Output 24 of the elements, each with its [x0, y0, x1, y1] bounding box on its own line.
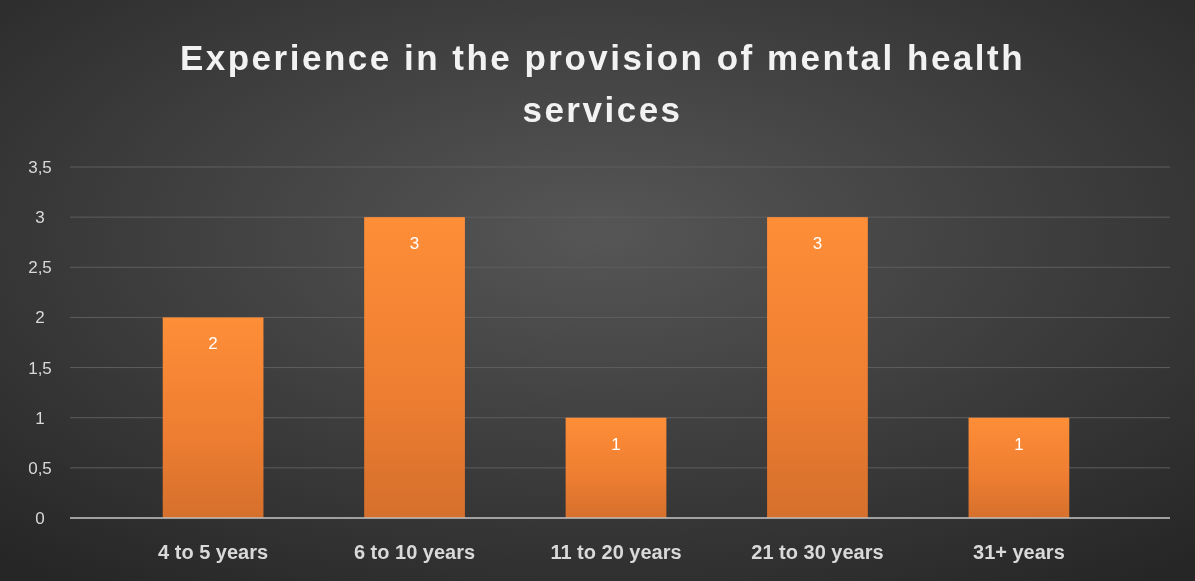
- data-label: 1: [1014, 434, 1024, 454]
- y-tick-label: 3,5: [28, 158, 52, 177]
- x-tick-label: 6 to 10 years: [353, 541, 476, 563]
- y-tick-label: 0: [35, 509, 45, 528]
- bar: [767, 217, 868, 518]
- y-tick-label: 2,5: [28, 258, 52, 278]
- x-tick-label: 21 to 30 years: [751, 541, 884, 563]
- y-tick-label: 1: [35, 408, 45, 428]
- x-tick-label: 31+ years: [973, 541, 1065, 563]
- y-tick-label: 1,5: [28, 358, 52, 378]
- bar: [968, 417, 1070, 518]
- data-label: 2: [208, 334, 218, 354]
- chart-title: Experience in the provision of mental health services: [179, 38, 1026, 129]
- y-tick-label: 3: [35, 208, 45, 228]
- bar: [364, 217, 465, 518]
- data-label: 3: [812, 234, 823, 254]
- x-tick-label: 11 to 20 years: [550, 541, 682, 563]
- y-tick-label: 0,5: [28, 458, 52, 478]
- data-label: 1: [611, 434, 621, 454]
- x-tick-label: 4 to 5 years: [158, 541, 269, 563]
- bar: [162, 317, 264, 518]
- bar: [565, 417, 667, 518]
- y-tick-label: 2: [35, 308, 45, 328]
- data-label: 3: [409, 234, 420, 254]
